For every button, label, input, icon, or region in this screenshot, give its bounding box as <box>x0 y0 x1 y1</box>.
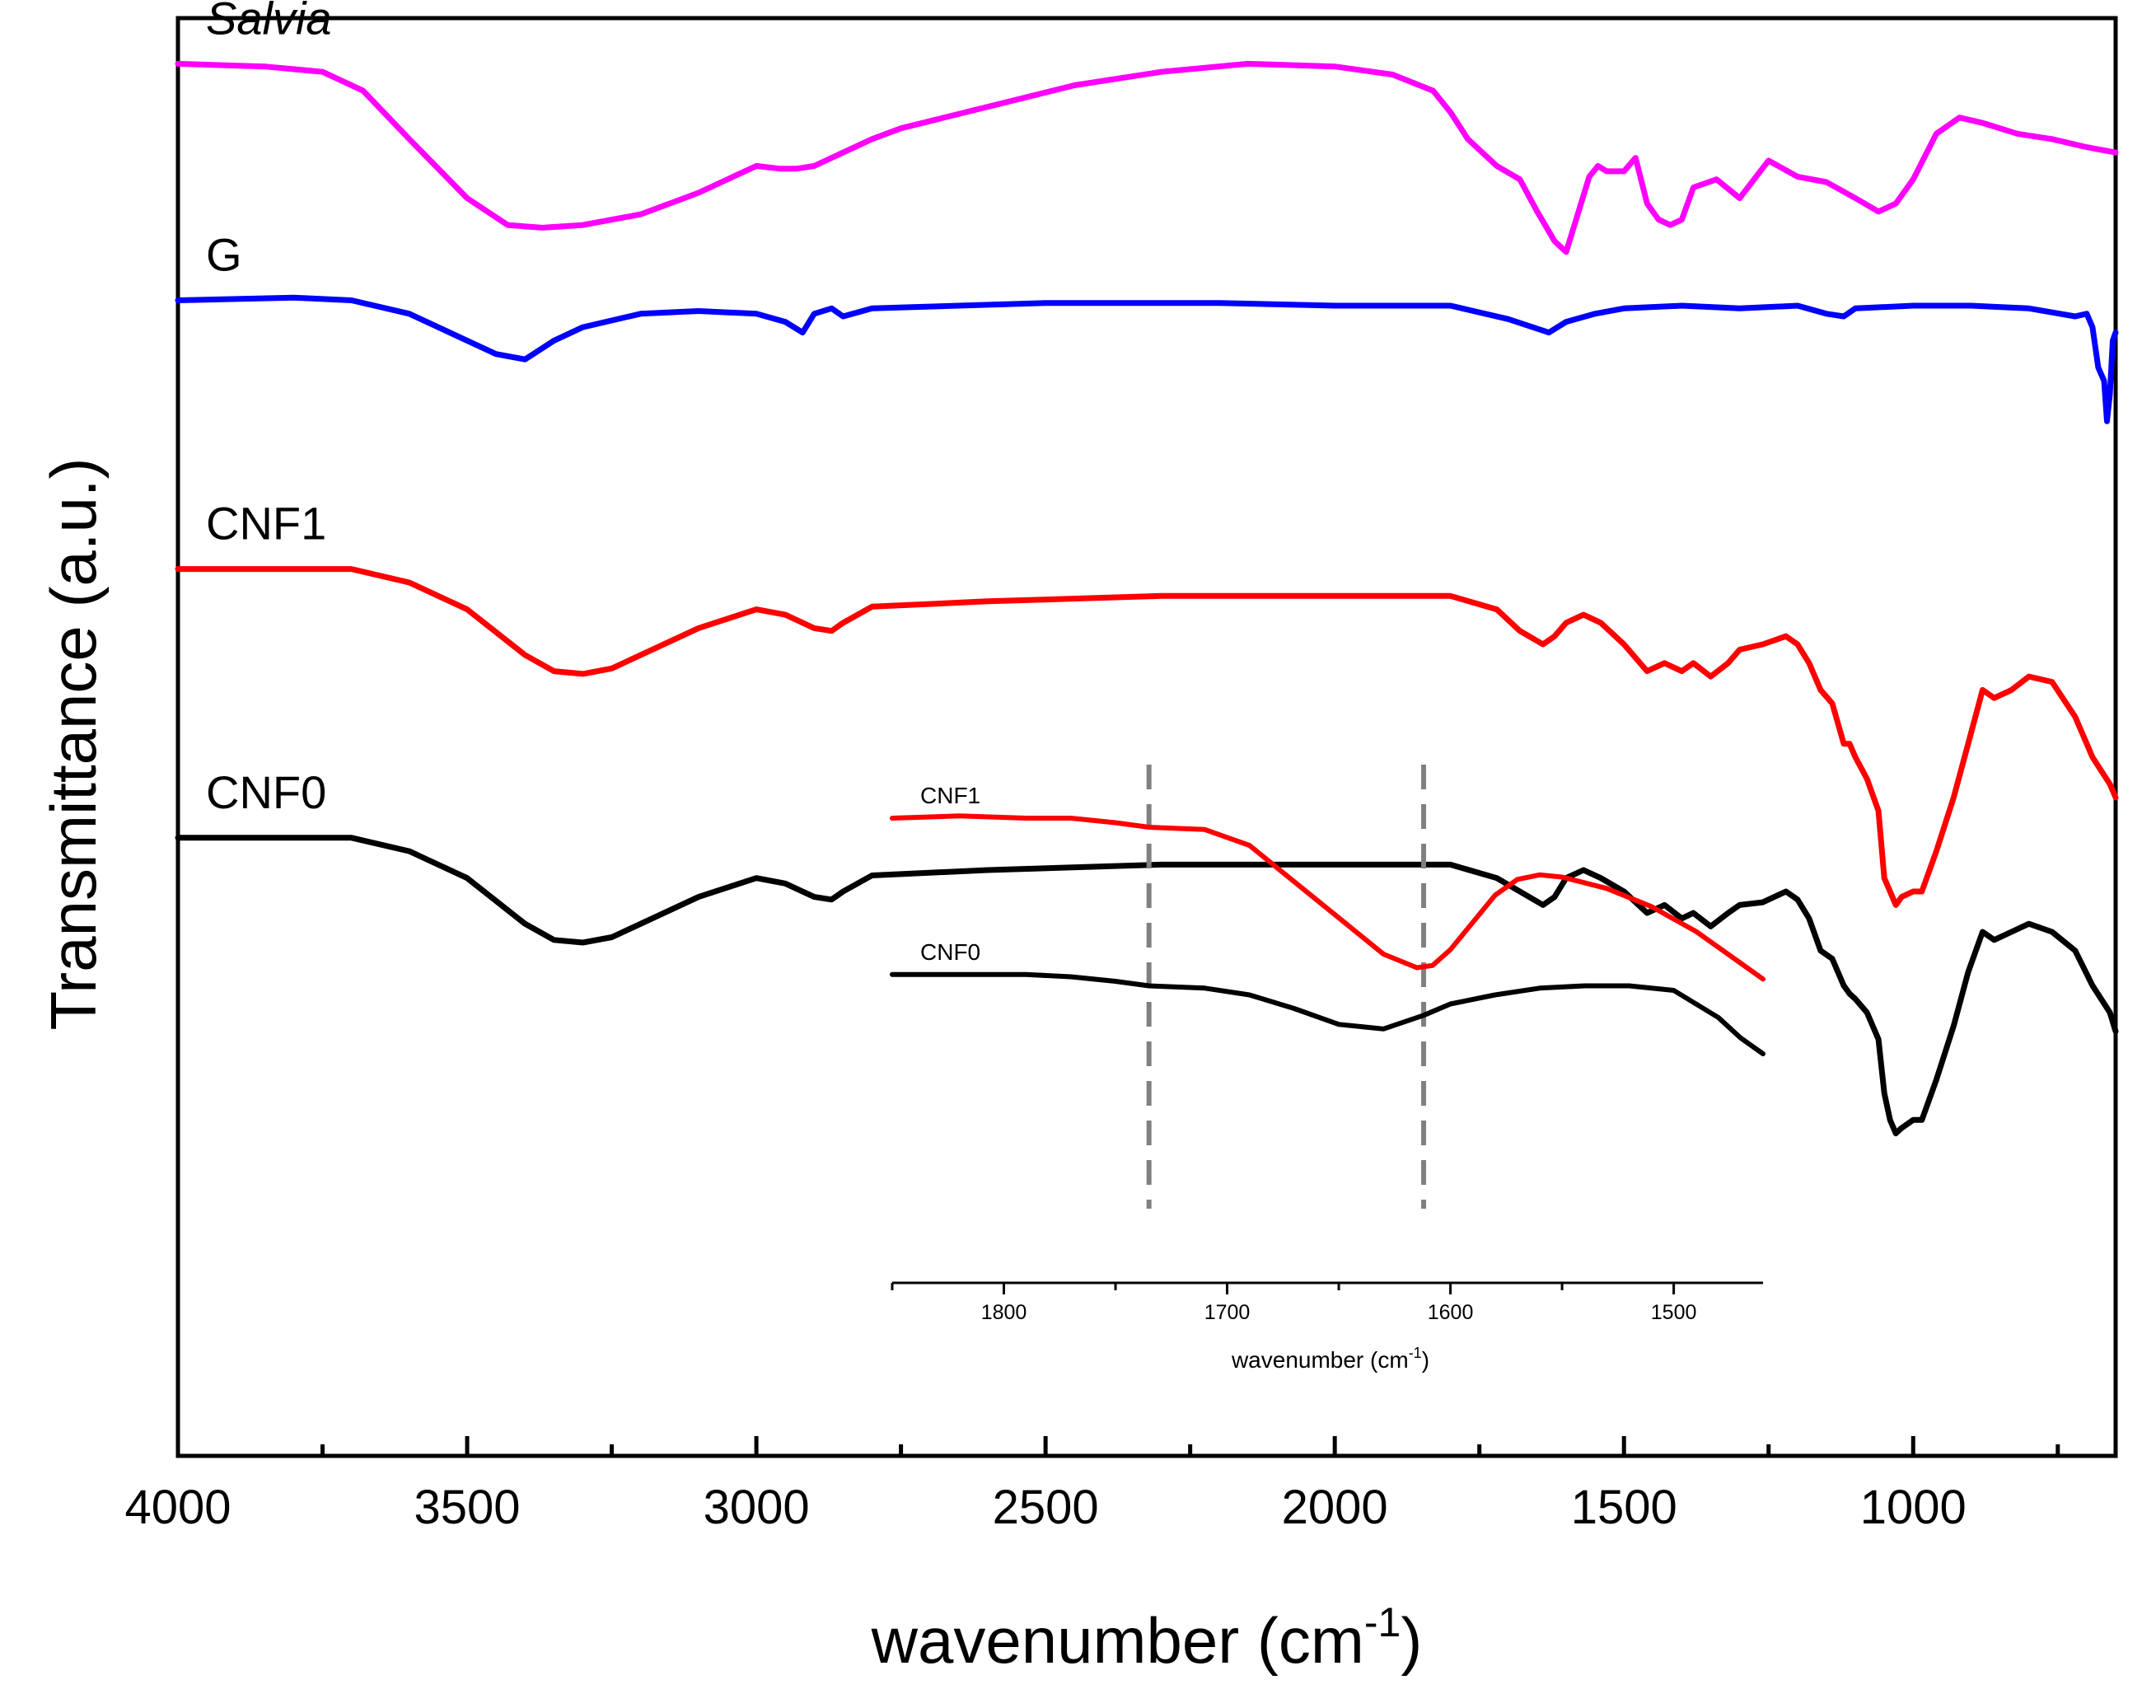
series-label-salvia: Salvia <box>206 0 332 44</box>
inset-x-tick-label: 1600 <box>1428 1301 1474 1324</box>
inset-chart: 1800 1700 1600 1500 CNF1 CNF0 wavenumber (cm… <box>890 765 1765 1373</box>
series-line-cnf1 <box>175 566 2119 908</box>
x-tick-label: 1500 <box>1571 1481 1677 1534</box>
main-x-ticks: 4000 3500 3000 2500 2000 1500 1000 <box>124 1436 2060 1534</box>
inset-series-labels: CNF1 CNF0 <box>920 783 980 965</box>
inset-series-line-cnf1 <box>890 813 1765 982</box>
inset-series-group <box>890 813 1765 1056</box>
x-tick-label: 3000 <box>704 1481 810 1534</box>
x-tick-label: 2000 <box>1282 1481 1388 1534</box>
inset-series-line-cnf0 <box>890 971 1765 1056</box>
main-series-labels: Salvia G CNF1 CNF0 <box>206 0 332 818</box>
x-tick-label: 3500 <box>414 1481 521 1534</box>
inset-series-label-cnf0: CNF0 <box>920 939 980 965</box>
inset-series-label-cnf1: CNF1 <box>920 783 980 808</box>
series-line-cnf0 <box>175 835 2119 1137</box>
x-tick-label: 1000 <box>1860 1481 1967 1534</box>
main-x-axis-title: wavenumber (cm-1) <box>871 1599 1423 1677</box>
inset-x-tick-label: 1500 <box>1651 1301 1697 1324</box>
series-line-g <box>175 294 2119 424</box>
series-line-salvia <box>175 60 2119 255</box>
inset-x-tick-label: 1700 <box>1204 1301 1251 1324</box>
x-tick-label: 4000 <box>124 1481 231 1534</box>
inset-x-ticks: 1800 1700 1600 1500 <box>891 1283 1697 1324</box>
series-label-cnf1: CNF1 <box>206 498 326 550</box>
main-chart: 4000 3500 3000 2500 2000 1500 1000 Salvia G CNF1… <box>37 0 2119 1677</box>
inset-x-axis-title: wavenumber (cm-1) <box>1231 1345 1429 1373</box>
series-label-g: G <box>206 229 242 281</box>
main-y-axis-title: Transmittance (a.u.) <box>37 458 110 1031</box>
main-series-group <box>175 60 2119 1137</box>
inset-x-tick-label: 1800 <box>981 1301 1027 1324</box>
main-plot-frame <box>175 16 2118 1458</box>
series-label-cnf0: CNF0 <box>206 766 326 818</box>
x-tick-label: 2500 <box>993 1481 1099 1534</box>
